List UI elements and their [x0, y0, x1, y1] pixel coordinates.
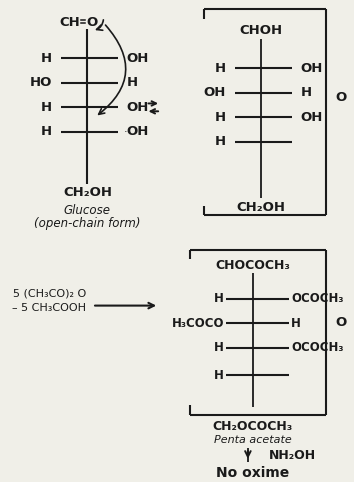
- Text: CH₂OCOCH₃: CH₂OCOCH₃: [212, 420, 293, 433]
- Text: H: H: [301, 86, 312, 99]
- Text: CH₂OH: CH₂OH: [63, 186, 112, 199]
- Text: Glucose: Glucose: [64, 204, 111, 217]
- Text: Penta acetate: Penta acetate: [214, 435, 292, 445]
- Text: CHOCOCH₃: CHOCOCH₃: [215, 259, 290, 272]
- Text: H: H: [41, 52, 52, 65]
- Text: H: H: [215, 62, 226, 75]
- Text: H: H: [214, 369, 224, 382]
- Text: CH₂OH: CH₂OH: [237, 201, 286, 214]
- Text: CH: CH: [60, 16, 81, 29]
- Text: HO: HO: [30, 76, 52, 89]
- Text: H: H: [291, 317, 301, 330]
- Text: H: H: [215, 111, 226, 124]
- Text: OH: OH: [127, 101, 149, 114]
- Text: H₃COCO: H₃COCO: [172, 317, 224, 330]
- Text: OCOCH₃: OCOCH₃: [291, 341, 343, 354]
- Text: H: H: [127, 76, 138, 89]
- Text: O: O: [86, 16, 98, 29]
- Text: O: O: [336, 316, 347, 329]
- Text: OH: OH: [127, 125, 149, 138]
- Text: H: H: [41, 101, 52, 114]
- Text: OCOCH₃: OCOCH₃: [291, 292, 343, 305]
- Text: OH: OH: [204, 86, 226, 99]
- Text: OH: OH: [127, 52, 149, 65]
- Text: H: H: [41, 125, 52, 138]
- Text: 5 (CH₃CO)₂ O: 5 (CH₃CO)₂ O: [12, 289, 86, 299]
- Text: ··: ··: [124, 127, 131, 137]
- Text: – 5 CH₃COOH: – 5 CH₃COOH: [12, 303, 86, 312]
- Text: O: O: [336, 91, 347, 104]
- Text: H: H: [214, 292, 224, 305]
- Text: No oxime: No oxime: [216, 467, 289, 481]
- Text: OH: OH: [301, 111, 323, 124]
- Text: CHOH: CHOH: [240, 24, 283, 37]
- Text: H: H: [214, 341, 224, 354]
- Text: H: H: [215, 135, 226, 148]
- Text: (open-chain form): (open-chain form): [34, 217, 141, 229]
- Text: NH₂OH: NH₂OH: [269, 449, 316, 462]
- Text: OH: OH: [301, 62, 323, 75]
